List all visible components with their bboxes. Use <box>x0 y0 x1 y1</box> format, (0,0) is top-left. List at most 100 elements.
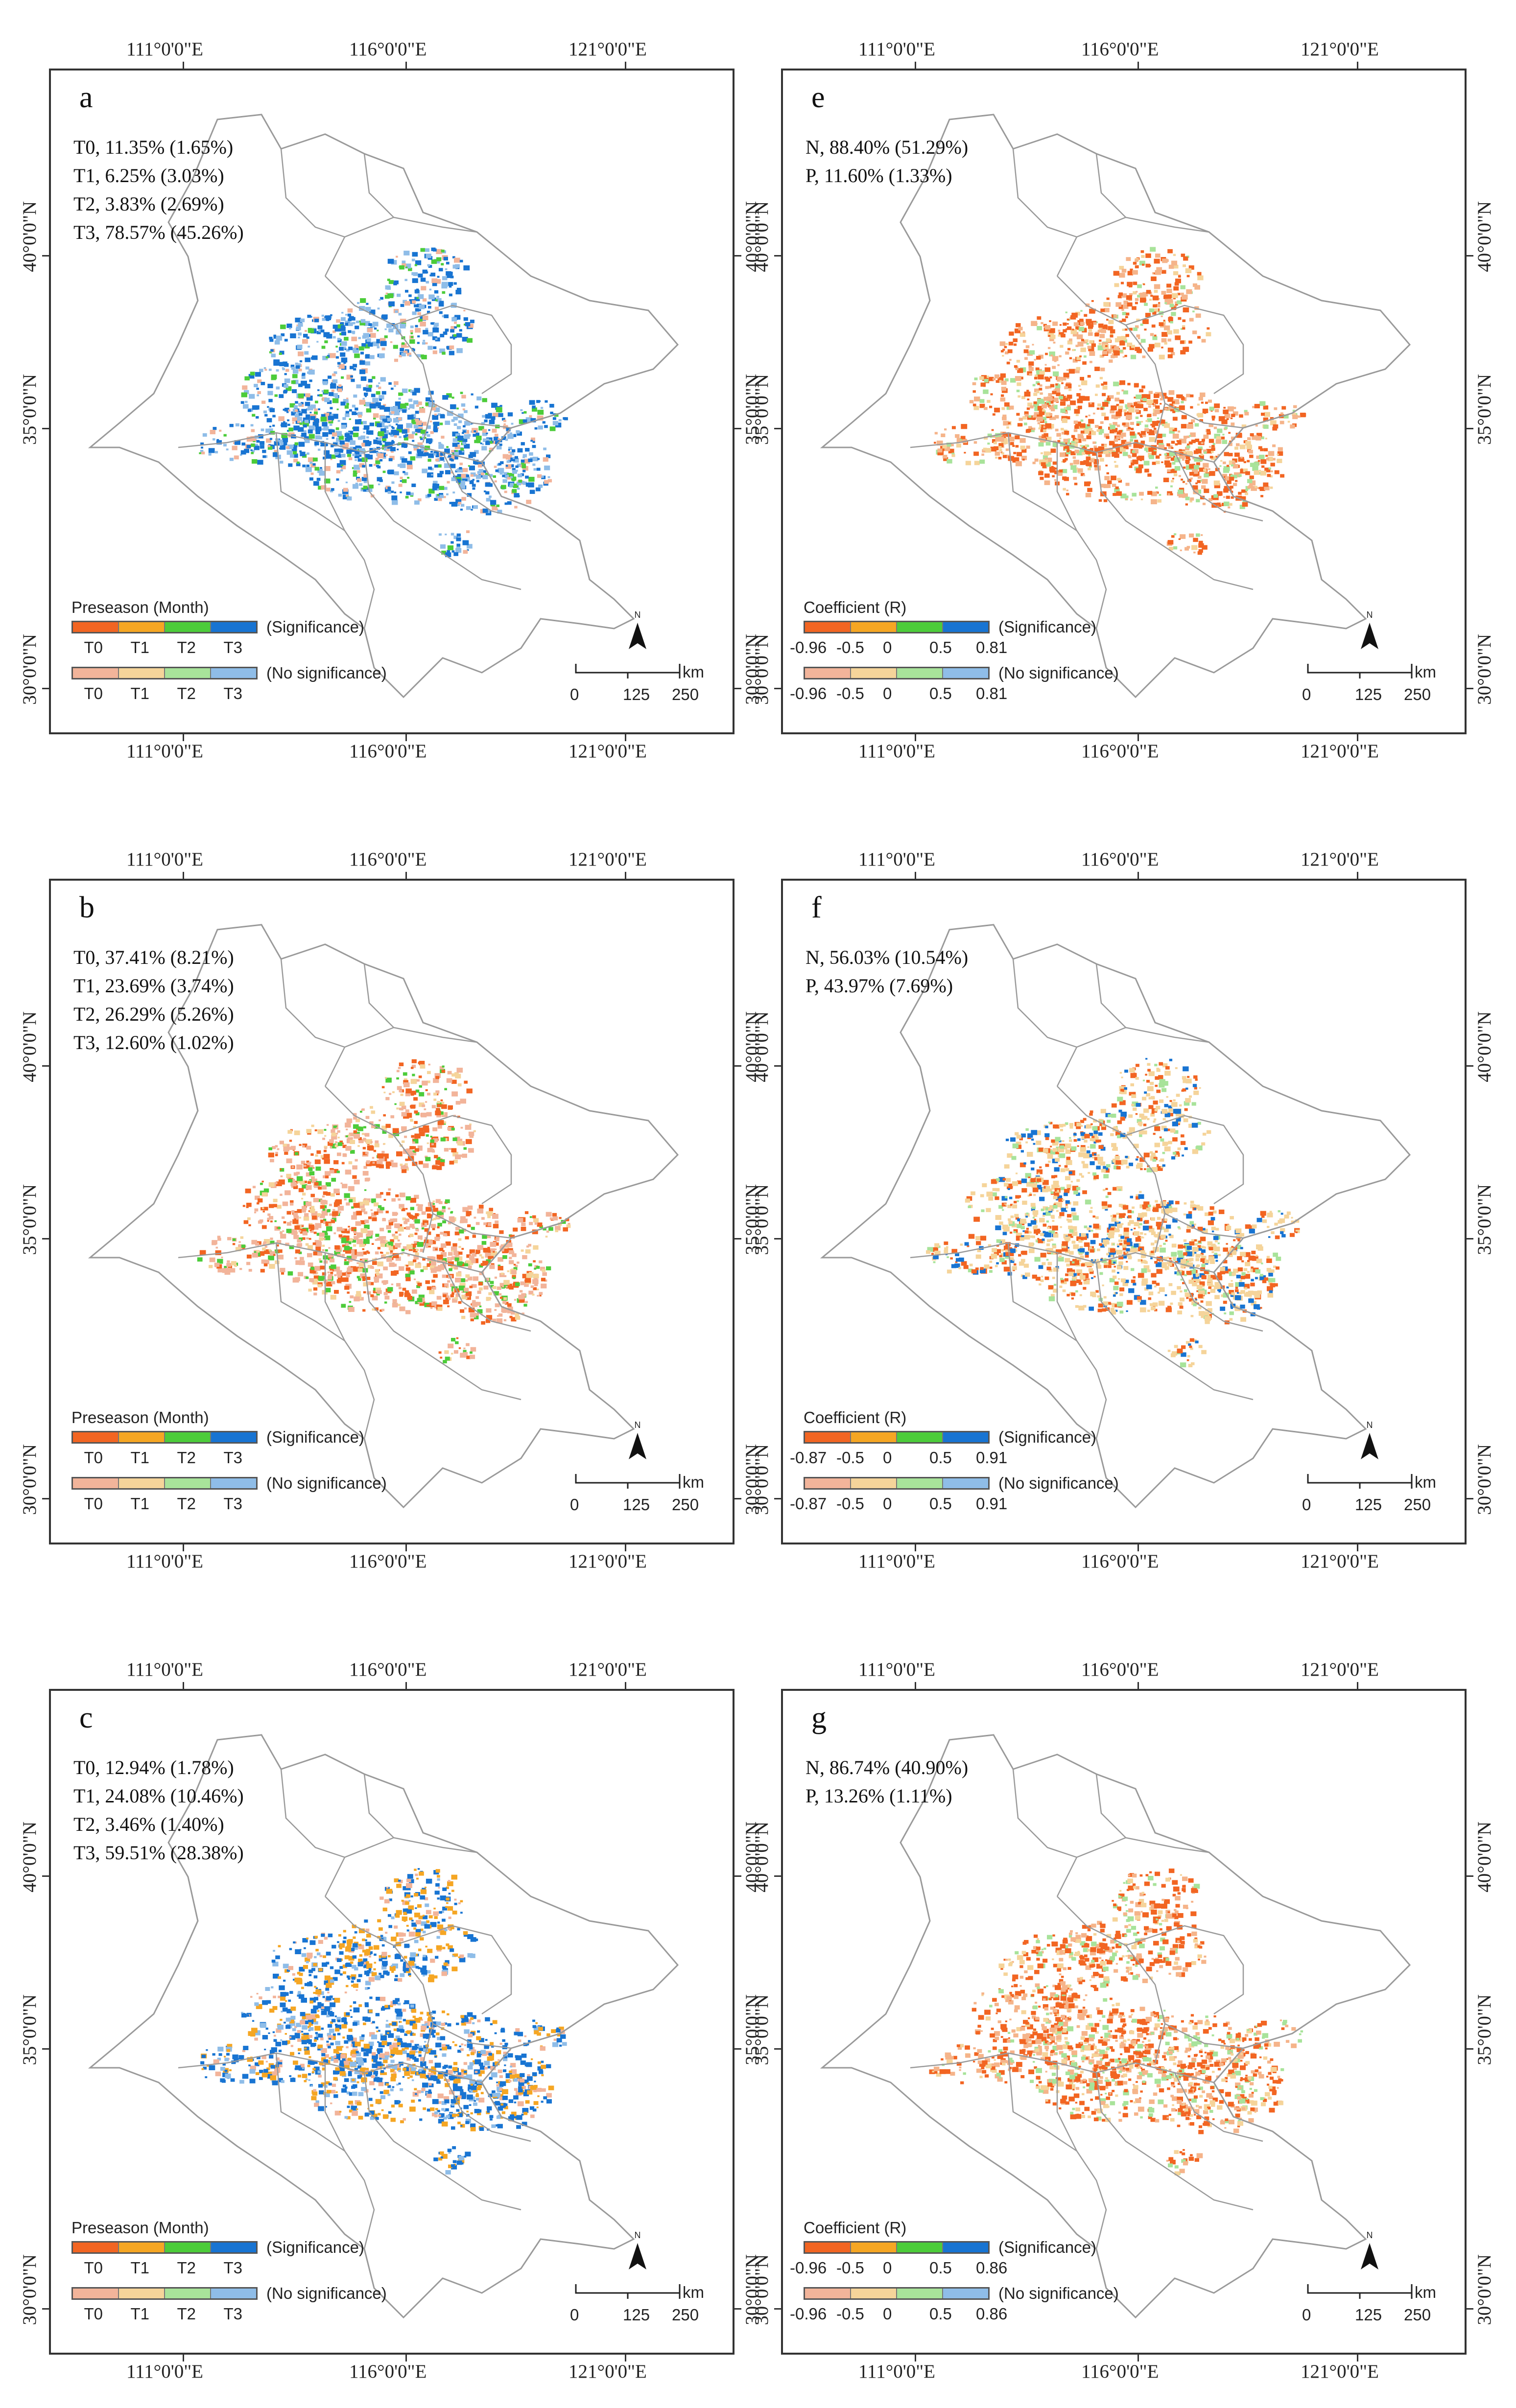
raster-pixel <box>419 1127 424 1132</box>
raster-pixel <box>497 438 500 440</box>
raster-pixel <box>446 446 449 448</box>
raster-pixel <box>444 1283 449 1287</box>
raster-pixel <box>354 353 360 358</box>
raster-pixel <box>1249 480 1256 486</box>
raster-pixel <box>1159 454 1161 456</box>
raster-pixel <box>1173 297 1176 300</box>
raster-pixel <box>252 405 258 410</box>
raster-pixel <box>406 346 409 348</box>
raster-pixel <box>1169 451 1175 456</box>
raster-pixel <box>338 448 343 453</box>
raster-pixel <box>1124 412 1129 416</box>
raster-pixel <box>1003 421 1009 426</box>
raster-pixel <box>1129 327 1133 331</box>
raster-pixel <box>300 1257 304 1261</box>
raster-pixel <box>1223 468 1230 473</box>
raster-pixel <box>431 407 436 411</box>
raster-pixel <box>505 1245 508 1248</box>
raster-pixel <box>1267 474 1271 477</box>
raster-pixel <box>201 451 205 455</box>
raster-pixel <box>409 404 415 409</box>
raster-pixel <box>537 458 540 460</box>
raster-pixel <box>384 1295 390 1300</box>
province-boundary <box>280 148 345 238</box>
raster-pixel <box>1213 426 1217 429</box>
raster-pixel <box>259 369 263 373</box>
legend-bar-significance <box>804 621 990 633</box>
raster-pixel <box>352 411 356 415</box>
raster-pixel <box>381 315 387 320</box>
raster-pixel <box>409 1223 415 1228</box>
raster-pixel <box>315 430 321 435</box>
lat-label-left: 40°0'0"N <box>751 201 772 272</box>
raster-pixel <box>1139 433 1142 436</box>
raster-pixel <box>393 345 398 349</box>
raster-pixel <box>1164 453 1167 456</box>
raster-pixel <box>260 1183 263 1185</box>
raster-pixel <box>282 367 284 369</box>
raster-pixel <box>453 1350 458 1354</box>
raster-pixel <box>441 263 444 266</box>
raster-pixel <box>543 457 548 462</box>
raster-pixel <box>485 1253 491 1258</box>
raster-pixel <box>1034 406 1041 411</box>
raster-pixel <box>308 1238 311 1240</box>
raster-pixel <box>365 306 371 312</box>
raster-pixel <box>332 437 335 439</box>
raster-pixel <box>1130 460 1134 463</box>
raster-pixel <box>330 1146 332 1148</box>
raster-pixel <box>426 438 432 444</box>
raster-pixel <box>1270 475 1273 478</box>
raster-pixel <box>536 1265 540 1269</box>
raster-pixel <box>1032 344 1034 346</box>
raster-pixel <box>250 449 253 451</box>
raster-pixel <box>324 397 330 402</box>
raster-pixel <box>447 550 450 553</box>
raster-pixel <box>321 314 324 317</box>
raster-pixel <box>481 1217 485 1220</box>
raster-pixel <box>427 459 431 462</box>
raster-pixel <box>1272 426 1278 431</box>
raster-pixel <box>340 352 346 357</box>
raster-pixel <box>360 435 366 440</box>
raster-pixel <box>420 248 426 252</box>
province-boundary <box>275 432 345 532</box>
raster-pixel <box>331 1178 336 1182</box>
raster-pixel <box>360 351 364 355</box>
raster-pixel <box>1061 394 1064 397</box>
raster-pixel <box>449 293 452 297</box>
raster-pixel <box>1078 385 1081 387</box>
raster-pixel <box>1117 295 1122 299</box>
raster-pixel <box>341 357 348 363</box>
raster-pixel <box>438 1215 444 1219</box>
raster-pixel <box>1133 449 1138 454</box>
raster-pixel <box>1058 472 1063 476</box>
raster-pixel <box>377 466 381 468</box>
raster-pixel <box>1099 334 1105 338</box>
raster-pixel <box>1106 397 1111 401</box>
raster-pixel <box>363 1138 366 1141</box>
raster-pixel <box>450 533 454 536</box>
raster-pixel <box>1041 452 1043 454</box>
raster-pixel <box>367 1143 370 1146</box>
raster-pixel <box>437 489 439 491</box>
raster-pixel <box>479 1264 483 1268</box>
raster-pixel <box>1204 489 1209 493</box>
raster-pixel <box>1136 394 1142 399</box>
raster-pixel <box>502 474 505 477</box>
raster-pixel <box>374 1143 379 1147</box>
raster-pixel <box>366 1234 370 1237</box>
raster-pixel <box>427 310 430 313</box>
raster-pixel <box>1201 442 1204 444</box>
raster-pixel <box>291 380 296 384</box>
raster-pixel <box>456 543 461 547</box>
raster-pixel <box>406 491 411 495</box>
raster-pixel <box>1026 407 1030 410</box>
raster-pixel <box>514 506 518 509</box>
raster-pixel <box>1029 350 1035 355</box>
raster-pixel <box>445 1199 450 1203</box>
raster-pixel <box>420 1204 423 1207</box>
raster-pixel <box>1193 471 1200 477</box>
raster-pixel <box>1167 493 1170 495</box>
raster-pixel <box>1270 417 1274 420</box>
